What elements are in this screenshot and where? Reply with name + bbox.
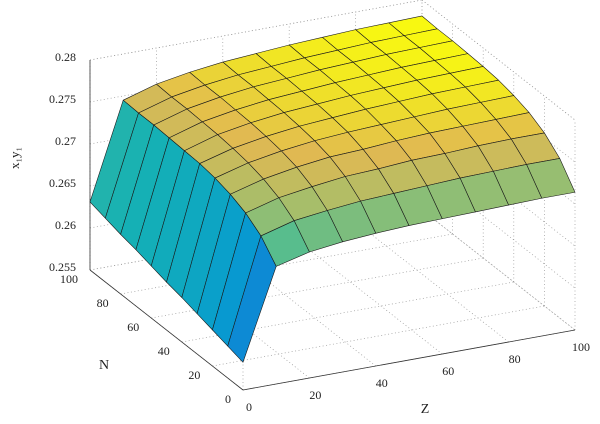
y-tick-label: 100 [60, 272, 78, 286]
x-tick-label: 60 [442, 364, 454, 378]
y-tick-label: 40 [158, 344, 170, 358]
x-tick-label: 100 [572, 340, 590, 354]
x-tick-label: 0 [246, 400, 252, 414]
x-axis-label: Z [421, 402, 430, 417]
grid-line [355, 221, 509, 343]
x-tick-label: 40 [376, 376, 388, 390]
z-tick-label: 0.28 [55, 50, 76, 64]
box-edge [89, 0, 423, 61]
surface-patch [227, 235, 277, 363]
z-tick-label: 0.27 [55, 134, 76, 148]
x-axis [242, 329, 576, 391]
y-tick-label: 80 [97, 296, 109, 310]
x-tick-label: 20 [309, 388, 321, 402]
x-tick-label: 80 [509, 352, 521, 366]
y-axis [89, 269, 244, 391]
grid-line [222, 245, 377, 367]
z-tick-label: 0.265 [49, 176, 76, 190]
y-tick-label: 0 [225, 392, 231, 406]
grid-line [421, 209, 576, 331]
grid-line [421, 209, 576, 331]
z-tick-label: 0.275 [49, 92, 76, 106]
z-tick-label: 0.26 [55, 218, 76, 232]
y-tick-label: 60 [127, 320, 139, 334]
z-axis-label: x₁y₁ [7, 147, 22, 169]
grid-line [156, 257, 310, 379]
z-tick-label: 0.255 [49, 260, 76, 274]
grid-line [288, 233, 443, 355]
y-tick-label: 20 [188, 368, 200, 382]
grid-line [212, 305, 545, 367]
box-edge [421, 0, 576, 121]
y-axis-label: N [99, 358, 109, 373]
